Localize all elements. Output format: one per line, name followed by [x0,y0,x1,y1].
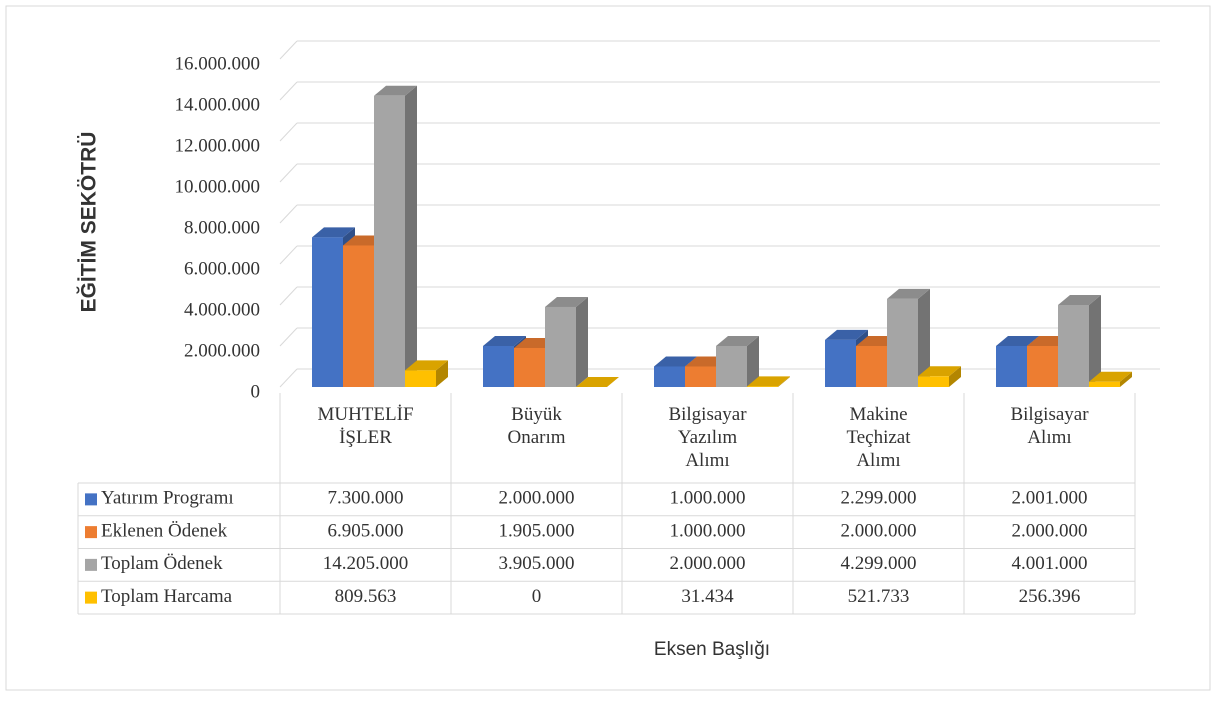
table-value: 7.300.000 [328,488,404,509]
bar-top [747,376,790,387]
bar-top [918,366,961,377]
bar-top [1089,371,1132,382]
bar [483,346,514,387]
bar-top [654,356,697,367]
bar [1027,346,1058,387]
legend-key [85,591,97,604]
bar-top [825,329,868,340]
grid-side [279,40,298,60]
bar [918,376,949,387]
bar [514,347,545,387]
table-value: 2.000.000 [499,488,575,509]
bar [545,306,576,387]
table-value: 256.396 [1019,586,1081,607]
bar-top [996,335,1039,346]
bar [312,237,343,387]
table-value: 4.299.000 [841,553,917,574]
legend-label: Toplam Ödenek [101,553,223,574]
y-tick-label: 8.000.000 [184,217,260,238]
bar [1089,381,1120,387]
table-value: 31.434 [681,586,734,607]
legend-key [85,493,97,506]
grid-side [279,163,298,183]
grid-side [279,327,298,347]
table-value: 1.000.000 [670,520,746,541]
bar-top [716,336,759,346]
bar [343,245,374,387]
bar [856,346,887,387]
x-tick-label: Makine Teçhizat Alımı [846,404,911,471]
bar [747,386,778,387]
bar-side [747,336,759,387]
grid-side [279,122,298,142]
table-value: 6.905.000 [328,520,404,541]
table-value: 3.905.000 [499,553,575,574]
x-tick-label: Büyük Onarım [507,404,565,448]
x-tick-label: MUHTELİF İŞLER [317,404,413,448]
grid-side [279,204,298,224]
bar-side [405,85,417,388]
y-tick-label: 12.000.000 [175,135,261,156]
bar-top [312,227,355,238]
grid-side [279,368,298,388]
legend-label: Eklenen Ödenek [101,520,228,541]
y-tick-label: 0 [251,381,261,402]
y-tick-label: 10.000.000 [175,176,261,197]
legend-key [85,526,97,539]
bar-side [436,360,448,387]
bar [654,366,685,387]
legend-label: Yatırım Programı [101,488,234,509]
bar-side [576,296,588,387]
bar [825,339,856,387]
y-tick-label: 14.000.000 [175,94,261,115]
table-value: 2.000.000 [670,553,746,574]
bar-top [545,296,588,307]
legend-label: Toplam Harcama [101,586,233,607]
bar [685,366,716,387]
table-value: 14.205.000 [323,553,409,574]
bar [887,298,918,387]
bar-top [405,360,448,371]
bar-top [483,336,526,346]
table-value: 521.733 [848,586,910,607]
table-value: 4.001.000 [1012,553,1088,574]
bar [996,345,1027,387]
table-value: 2.000.000 [1012,520,1088,541]
table-value: 1.000.000 [670,488,746,509]
bar-side [1089,294,1101,387]
y-tick-label: 2.000.000 [184,340,260,361]
grid-side [279,245,298,265]
bar [374,95,405,388]
bar-side [918,288,930,387]
grid-side [279,81,298,101]
y-tick-label: 16.000.000 [175,53,261,74]
x-axis-title: Eksen Başlığı [654,639,770,660]
bar-side [949,366,961,387]
table-value: 1.905.000 [499,520,575,541]
table-value: 2.001.000 [1012,488,1088,509]
bar-top [576,377,619,387]
bar-side [1120,371,1132,387]
bar [1058,304,1089,387]
table-value: 2.299.000 [841,488,917,509]
bar-top [1058,294,1101,305]
y-tick-label: 4.000.000 [184,299,260,320]
bar [716,346,747,387]
bar-top [887,288,930,299]
grid-side [279,286,298,306]
bar [405,370,436,387]
bar-side [778,376,790,387]
x-tick-label: Bilgisayar Alımı [1010,404,1089,448]
legend-key [85,558,97,571]
y-tick-label: 6.000.000 [184,258,260,279]
table-value: 0 [532,586,542,607]
table-value: 809.563 [335,586,397,607]
y-axis-title: EĞİTİM SEKÖTRÜ [77,132,101,313]
bar-top [374,85,417,96]
x-tick-label: Bilgisayar Yazılım Alımı [668,404,747,471]
table-value: 2.000.000 [841,520,917,541]
